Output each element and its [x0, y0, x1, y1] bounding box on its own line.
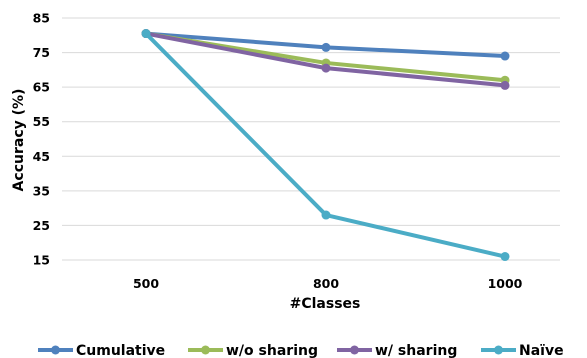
- y-tick-label: 35: [33, 183, 50, 198]
- y-tick-label: 25: [33, 218, 50, 233]
- legend-swatch-marker: [494, 345, 503, 355]
- data-point-na-ve: [321, 210, 331, 220]
- legend-item-w-sharing: w/ sharing: [337, 343, 457, 358]
- x-tick-label: 500: [133, 276, 159, 291]
- gridlines: [62, 17, 560, 261]
- legend: Cumulative w/o sharing w/ sharing Naïve: [38, 343, 564, 358]
- y-tick-labels: 15 25 35 45 55 65 75 85: [33, 11, 50, 268]
- data-point-cumulative: [500, 51, 510, 61]
- y-tick-label: 65: [33, 80, 50, 95]
- legend-item-na-ve: Naïve: [481, 343, 564, 358]
- legend-item-cumulative: Cumulative: [38, 343, 165, 358]
- y-tick-label: 15: [33, 253, 50, 268]
- x-axis-title: #Classes: [290, 296, 361, 312]
- y-tick-label: 45: [33, 149, 50, 164]
- y-tick-label: 75: [33, 45, 50, 60]
- series-line-w-o-sharing: [144, 31, 507, 83]
- x-tick-label: 800: [313, 276, 339, 291]
- x-tick-label: 1000: [488, 276, 523, 291]
- legend-swatch-marker: [350, 345, 359, 355]
- legend-label: w/ sharing: [375, 343, 457, 358]
- data-point-w-sharing: [321, 63, 331, 73]
- x-tick-labels: 500 800 1000: [133, 276, 523, 291]
- legend-label: Naïve: [519, 343, 564, 358]
- series-na-ve: [141, 29, 510, 262]
- data-point-na-ve: [500, 252, 510, 262]
- series-layer: [141, 29, 510, 262]
- y-tick-label: 55: [33, 114, 50, 129]
- legend-label: w/o sharing: [226, 343, 318, 358]
- data-point-na-ve: [141, 29, 151, 39]
- y-axis-title: Accuracy (%): [11, 89, 27, 192]
- legend-swatch-marker: [51, 345, 60, 355]
- data-point-w-sharing: [500, 80, 510, 90]
- legend-swatch-marker: [201, 345, 210, 355]
- y-tick-label: 85: [33, 11, 50, 26]
- data-point-cumulative: [321, 42, 331, 52]
- legend-item-w-o-sharing: w/o sharing: [188, 343, 318, 358]
- legend-label: Cumulative: [76, 343, 165, 358]
